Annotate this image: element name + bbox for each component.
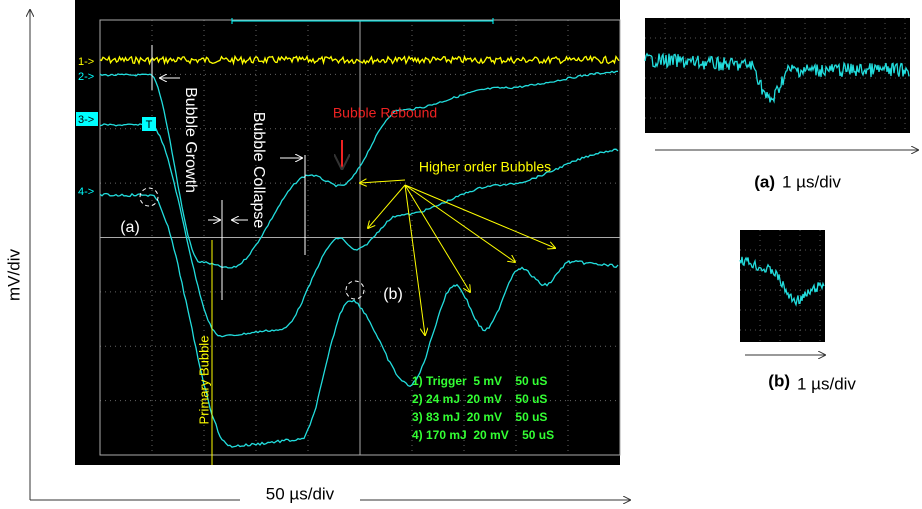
- inset-label: (a): [754, 172, 775, 191]
- annotation: Bubble Collapse: [250, 112, 267, 229]
- annotation: Bubble Growth: [182, 87, 199, 193]
- annotation: Primary Bubble: [196, 336, 211, 425]
- legend-entry: 4) 170 mJ 20 mV 50 uS: [412, 428, 554, 442]
- figure: mV/div 50 µs/div 1-> 2-> 3-> 4-> T Bubbl…: [0, 0, 922, 509]
- legend-entry: 1) Trigger 5 mV 50 uS: [412, 374, 547, 388]
- inset-scale: 1 µs/div: [797, 374, 856, 393]
- inset-scale: 1 µs/div: [782, 172, 841, 191]
- trigger-marker: T: [146, 119, 153, 131]
- channel-label: 3->: [78, 114, 94, 126]
- annotation: (b): [383, 286, 403, 303]
- y-axis-label: mV/div: [4, 249, 23, 301]
- channel-label: 4->: [78, 186, 94, 198]
- channel-label: 2->: [78, 71, 94, 83]
- x-axis-label: 50 µs/div: [266, 484, 335, 503]
- annotation: Bubble Rebound: [333, 105, 437, 121]
- legend-entry: 2) 24 mJ 20 mV 50 uS: [412, 392, 547, 406]
- annotation: (a): [120, 219, 140, 236]
- inset-label: (b): [768, 371, 790, 390]
- legend-entry: 3) 83 mJ 20 mV 50 uS: [412, 410, 547, 424]
- annotation: Higher order Bubbles: [419, 159, 551, 175]
- channel-label: 1->: [78, 56, 94, 68]
